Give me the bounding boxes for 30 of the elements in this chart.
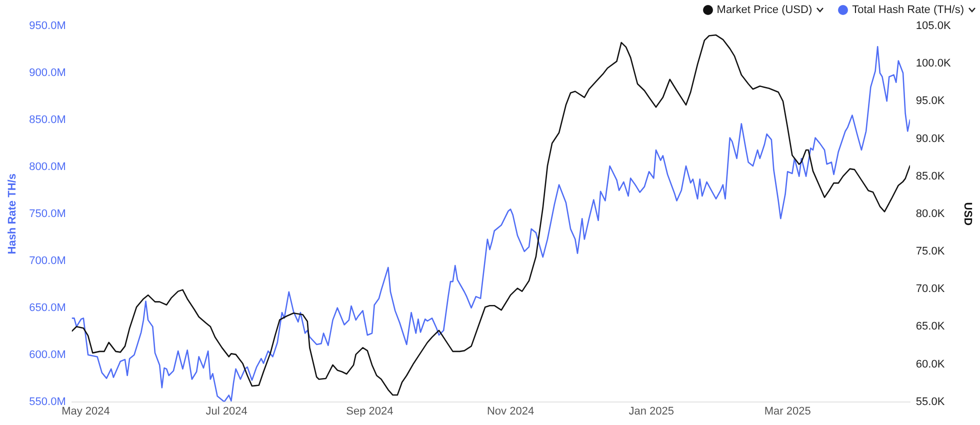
x-tick-label: Jul 2024	[206, 405, 248, 418]
x-tick-label: May 2024	[62, 405, 110, 418]
y-tick-label: 600.0M	[29, 348, 66, 361]
x-tick-label: Mar 2025	[764, 405, 811, 418]
y-axis-title: Hash Rate TH/s	[6, 174, 19, 254]
y-tick-label: 650.0M	[29, 302, 66, 314]
y2-tick-label: 60.0K	[916, 358, 946, 370]
y-tick-label: 700.0M	[29, 254, 66, 267]
y-tick-label: 750.0M	[29, 208, 66, 220]
y2-tick-label: 100.0K	[916, 58, 952, 70]
y-tick-label: 900.0M	[29, 67, 66, 80]
y2-tick-label: 105.0K	[916, 20, 952, 32]
y2-tick-label: 75.0K	[916, 246, 946, 258]
x-tick-label: Sep 2024	[346, 405, 394, 418]
y2-axis-title: USD	[961, 202, 974, 226]
y-tick-label: 550.0M	[29, 396, 66, 408]
y-tick-label: 850.0M	[29, 114, 66, 126]
y2-tick-label: 65.0K	[916, 320, 946, 333]
legend-label: Market Price (USD)	[716, 4, 812, 16]
y2-tick-label: 85.0K	[916, 170, 946, 182]
y-tick-label: 950.0M	[29, 20, 66, 32]
y2-tick-label: 95.0K	[916, 95, 946, 108]
legend-label: Total Hash Rate (TH/s)	[852, 4, 964, 16]
y2-tick-label: 80.0K	[916, 208, 946, 220]
y2-tick-label: 90.0K	[916, 132, 946, 145]
x-tick-label: Nov 2024	[486, 405, 534, 418]
y2-tick-label: 55.0K	[916, 396, 946, 408]
y2-tick-label: 70.0K	[916, 283, 946, 296]
x-tick-label: Jan 2025	[628, 405, 674, 418]
y-tick-label: 800.0M	[29, 160, 66, 173]
